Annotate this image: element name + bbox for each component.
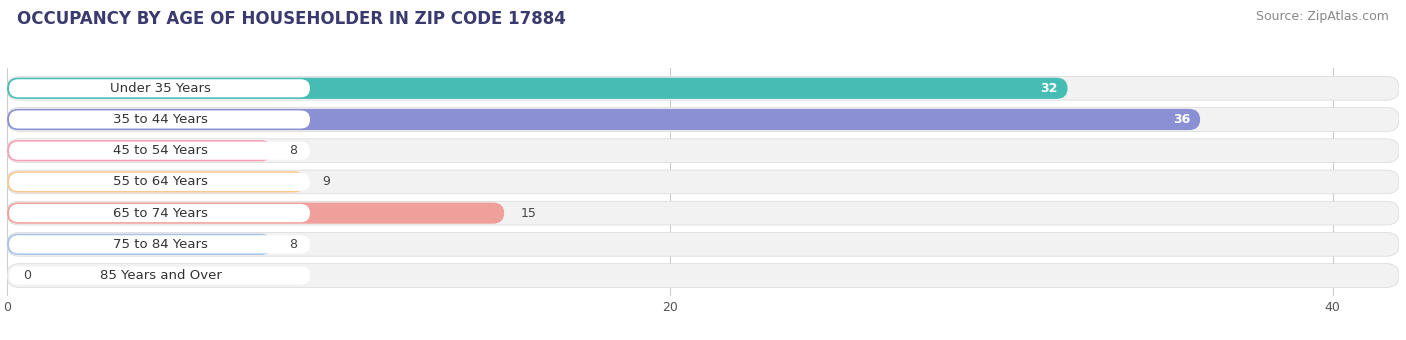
Text: 8: 8 — [288, 144, 297, 157]
FancyBboxPatch shape — [8, 110, 309, 129]
FancyBboxPatch shape — [7, 76, 1399, 100]
Text: OCCUPANCY BY AGE OF HOUSEHOLDER IN ZIP CODE 17884: OCCUPANCY BY AGE OF HOUSEHOLDER IN ZIP C… — [17, 10, 565, 28]
FancyBboxPatch shape — [7, 201, 1399, 225]
Text: 65 to 74 Years: 65 to 74 Years — [112, 207, 208, 220]
FancyBboxPatch shape — [8, 204, 309, 222]
Text: 85 Years and Over: 85 Years and Over — [100, 269, 221, 282]
Text: 32: 32 — [1040, 82, 1057, 95]
Text: 36: 36 — [1173, 113, 1191, 126]
FancyBboxPatch shape — [7, 139, 1399, 163]
FancyBboxPatch shape — [7, 170, 1399, 194]
Text: 0: 0 — [24, 269, 31, 282]
Text: Under 35 Years: Under 35 Years — [110, 82, 211, 95]
Text: 55 to 64 Years: 55 to 64 Years — [112, 175, 208, 188]
FancyBboxPatch shape — [8, 142, 309, 160]
FancyBboxPatch shape — [7, 140, 273, 161]
FancyBboxPatch shape — [7, 171, 305, 192]
FancyBboxPatch shape — [8, 267, 309, 285]
FancyBboxPatch shape — [7, 234, 273, 255]
FancyBboxPatch shape — [7, 108, 1399, 131]
FancyBboxPatch shape — [7, 109, 1201, 130]
Text: 15: 15 — [520, 207, 537, 220]
Text: 9: 9 — [322, 175, 330, 188]
FancyBboxPatch shape — [7, 78, 1067, 99]
FancyBboxPatch shape — [8, 173, 309, 191]
FancyBboxPatch shape — [7, 203, 505, 224]
FancyBboxPatch shape — [8, 79, 309, 97]
Text: 35 to 44 Years: 35 to 44 Years — [112, 113, 208, 126]
Text: Source: ZipAtlas.com: Source: ZipAtlas.com — [1256, 10, 1389, 23]
Text: 75 to 84 Years: 75 to 84 Years — [112, 238, 208, 251]
FancyBboxPatch shape — [7, 264, 1399, 287]
Text: 45 to 54 Years: 45 to 54 Years — [112, 144, 208, 157]
Text: 8: 8 — [288, 238, 297, 251]
FancyBboxPatch shape — [8, 235, 309, 253]
FancyBboxPatch shape — [7, 233, 1399, 256]
